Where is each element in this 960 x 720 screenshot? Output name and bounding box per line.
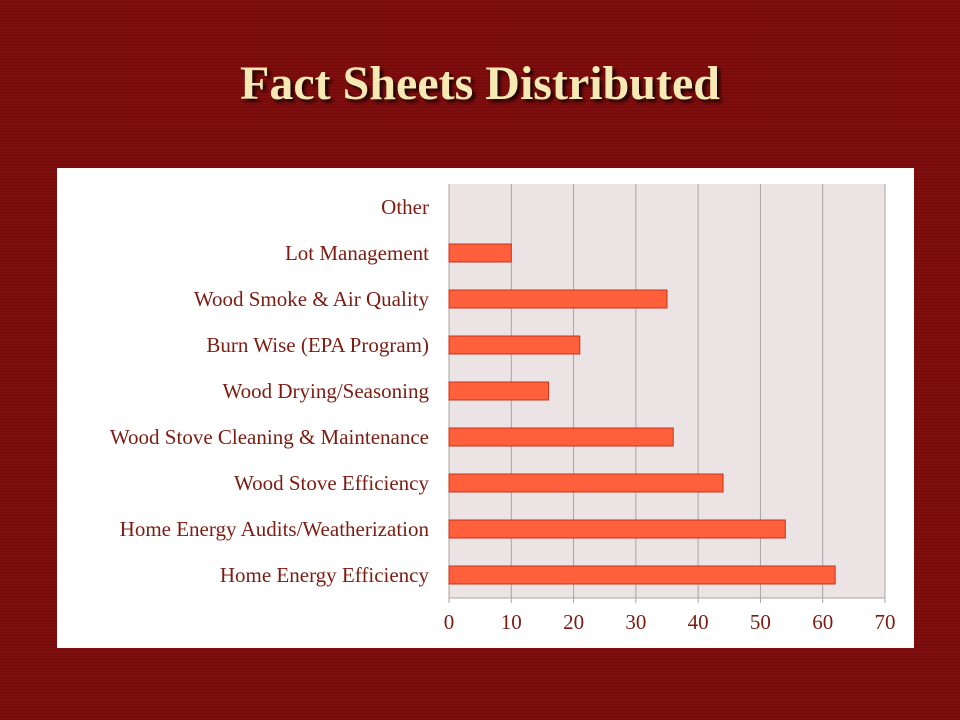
x-tick-label: 20 bbox=[563, 610, 584, 634]
x-tick-label: 70 bbox=[875, 610, 896, 634]
bar bbox=[448, 289, 668, 309]
x-tick-label: 30 bbox=[625, 610, 646, 634]
x-tick-label: 0 bbox=[444, 610, 455, 634]
x-tick-label: 50 bbox=[750, 610, 771, 634]
chart-container: 0 10 20 30 40 50 60 70 Other Lot Management Wood S… bbox=[57, 168, 914, 648]
bar bbox=[448, 335, 581, 355]
category-label: Wood Smoke & Air Quality bbox=[194, 287, 430, 311]
bar bbox=[448, 243, 512, 263]
category-label: Wood Stove Efficiency bbox=[234, 471, 430, 495]
x-tick-label: 60 bbox=[812, 610, 833, 634]
x-tick-label: 10 bbox=[501, 610, 522, 634]
bar bbox=[448, 519, 786, 539]
bar bbox=[448, 473, 724, 493]
bar bbox=[448, 565, 836, 585]
category-label: Wood Drying/Seasoning bbox=[222, 379, 429, 403]
category-label: Lot Management bbox=[285, 241, 429, 265]
category-label: Wood Stove Cleaning & Maintenance bbox=[110, 425, 429, 449]
category-label: Home Energy Audits/Weatherization bbox=[120, 517, 430, 541]
slide-title: Fact Sheets Distributed bbox=[240, 57, 720, 110]
category-label: Burn Wise (EPA Program) bbox=[206, 333, 429, 357]
category-label: Other bbox=[381, 195, 429, 219]
bar bbox=[448, 427, 674, 447]
bar bbox=[448, 381, 550, 401]
bar-chart: 0 10 20 30 40 50 60 70 Other Lot Management Wood S… bbox=[110, 184, 896, 634]
category-label: Home Energy Efficiency bbox=[220, 563, 430, 587]
x-tick-label: 40 bbox=[688, 610, 709, 634]
